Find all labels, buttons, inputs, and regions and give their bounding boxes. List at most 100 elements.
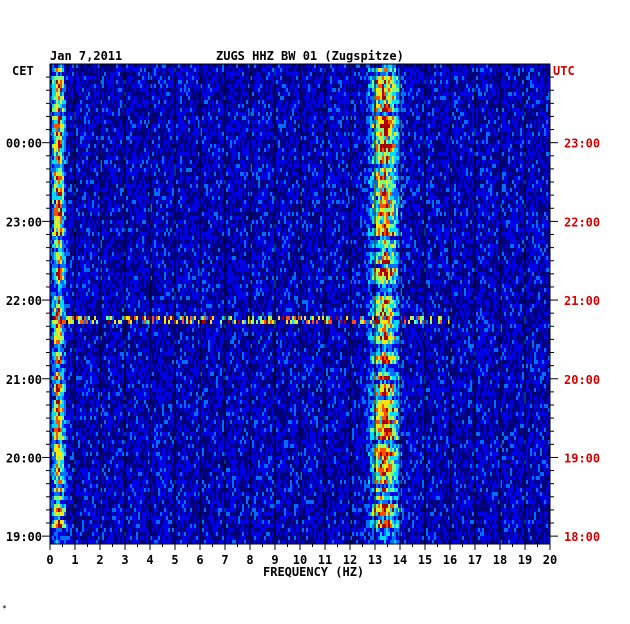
spectrogram-cell	[400, 152, 402, 156]
spectrogram-cell	[482, 80, 484, 84]
spectrogram-cell	[230, 84, 232, 88]
spectrogram-cell	[156, 124, 158, 128]
spectrogram-cell	[294, 116, 296, 120]
spectrogram-cell	[422, 96, 424, 100]
spectrogram-cell	[416, 180, 418, 184]
spectrogram-cell	[58, 168, 60, 172]
spectrogram-cell	[304, 176, 306, 180]
spectrogram-cell	[152, 92, 154, 96]
spectrogram-cell	[468, 156, 470, 160]
spectrogram-cell	[328, 100, 330, 104]
spectrogram-cell	[428, 172, 430, 176]
spectrogram-cell	[442, 136, 444, 140]
spectrogram-cell	[50, 192, 52, 196]
spectrogram-cell	[382, 124, 384, 128]
spectrogram-cell	[52, 152, 54, 156]
spectrogram-cell	[496, 160, 498, 164]
spectrogram-cell	[494, 180, 496, 184]
spectrogram-cell	[228, 188, 230, 192]
spectrogram-cell	[102, 188, 104, 192]
spectrogram-cell	[392, 124, 394, 128]
spectrogram-cell	[300, 80, 302, 84]
spectrogram-cell	[450, 132, 452, 136]
spectrogram-cell	[232, 136, 234, 140]
spectrogram-cell	[514, 80, 516, 84]
spectrogram-cell	[520, 156, 522, 160]
spectrogram-cell	[220, 160, 222, 164]
spectrogram-cell	[350, 80, 352, 84]
spectrogram-cell	[398, 188, 400, 192]
spectrogram-cell	[278, 88, 280, 92]
spectrogram-cell	[466, 188, 468, 192]
spectrogram-cell	[548, 92, 550, 96]
spectrogram-cell	[342, 88, 344, 92]
spectrogram-cell	[182, 120, 184, 124]
spectrogram-cell	[370, 108, 372, 112]
spectrogram-cell	[472, 108, 474, 112]
spectrogram-cell	[126, 108, 128, 112]
spectrogram-cell	[472, 92, 474, 96]
spectrogram-cell	[56, 184, 58, 188]
spectrogram-cell	[176, 164, 178, 168]
spectrogram-cell	[520, 96, 522, 100]
spectrogram-cell	[296, 192, 298, 196]
spectrogram-cell	[56, 64, 58, 68]
spectrogram-cell	[102, 96, 104, 100]
spectrogram-cell	[330, 80, 332, 84]
spectrogram-cell	[216, 148, 218, 152]
spectrogram-cell	[548, 88, 550, 92]
spectrogram-cell	[266, 120, 268, 124]
spectrogram-cell	[202, 140, 204, 144]
spectrogram-cell	[322, 152, 324, 156]
spectrogram-cell	[78, 160, 80, 164]
spectrogram-cell	[368, 180, 370, 184]
spectrogram-cell	[170, 116, 172, 120]
spectrogram-cell	[154, 192, 156, 196]
spectrogram-cell	[284, 92, 286, 96]
spectrogram-cell	[548, 96, 550, 100]
spectrogram-cell	[444, 100, 446, 104]
spectrogram-cell	[88, 116, 90, 120]
spectrogram-cell	[160, 152, 162, 156]
spectrogram-cell	[322, 144, 324, 148]
spectrogram-cell	[366, 160, 368, 164]
spectrogram-cell	[518, 140, 520, 144]
spectrogram-cell	[202, 120, 204, 124]
spectrogram-cell	[210, 100, 212, 104]
spectrogram-cell	[532, 80, 534, 84]
spectrogram-cell	[316, 80, 318, 84]
spectrogram-cell	[406, 84, 408, 88]
spectrogram-cell	[372, 112, 374, 116]
spectrogram-cell	[508, 64, 510, 68]
spectrogram-cell	[262, 112, 264, 116]
spectrogram-cell	[244, 152, 246, 156]
spectrogram-cell	[282, 156, 284, 160]
spectrogram-cell	[318, 140, 320, 144]
spectrogram-cell	[330, 168, 332, 172]
spectrogram-cell	[194, 152, 196, 156]
spectrogram-cell	[312, 168, 314, 172]
spectrogram-cell	[78, 92, 80, 96]
spectrogram-cell	[310, 180, 312, 184]
spectrogram-cell	[286, 192, 288, 196]
spectrogram-cell	[184, 124, 186, 128]
spectrogram-cell	[406, 76, 408, 80]
spectrogram-cell	[244, 132, 246, 136]
spectrogram-cell	[490, 116, 492, 120]
spectrogram-cell	[134, 96, 136, 100]
spectrogram-cell	[198, 152, 200, 156]
spectrogram-cell	[400, 88, 402, 92]
spectrogram-cell	[296, 104, 298, 108]
spectrogram-cell	[350, 64, 352, 68]
spectrogram-cell	[484, 188, 486, 192]
spectrogram-cell	[160, 84, 162, 88]
spectrogram-cell	[384, 164, 386, 168]
spectrogram-cell	[140, 164, 142, 168]
spectrogram-cell	[464, 116, 466, 120]
spectrogram-cell	[76, 148, 78, 152]
spectrogram-cell	[534, 72, 536, 76]
spectrogram-cell	[82, 72, 84, 76]
spectrogram-cell	[286, 72, 288, 76]
spectrogram-cell	[200, 136, 202, 140]
spectrogram-cell	[366, 148, 368, 152]
